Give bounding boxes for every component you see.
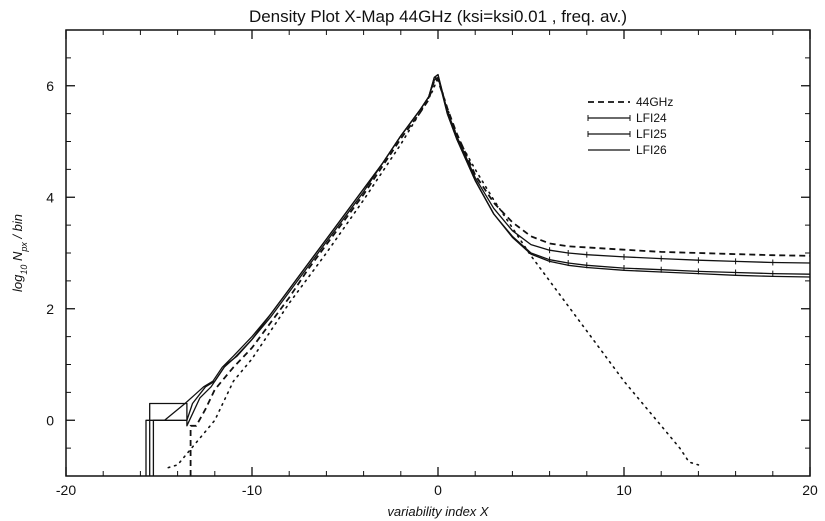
- y-label-bin: / bin: [10, 214, 25, 242]
- x-axis-label: variability index X: [387, 504, 489, 519]
- series-line-dotted: [167, 76, 700, 469]
- y-label-n: N: [10, 251, 25, 265]
- x-tick-label: -20: [56, 482, 76, 498]
- legend-label: LFI24: [636, 111, 667, 125]
- y-tick-label: 4: [46, 189, 54, 205]
- y-label-log: log: [10, 274, 25, 292]
- x-tick-label: 20: [802, 482, 818, 498]
- series-layer: [145, 73, 811, 476]
- chart-title: Density Plot X-Map 44GHz (ksi=ksi0.01 , …: [249, 7, 627, 26]
- legend-label: 44GHz: [636, 95, 673, 109]
- series-line-lfi24: [149, 73, 811, 476]
- y-label-px: px: [19, 242, 29, 253]
- series-line-lfi25: [152, 76, 811, 476]
- y-tick-label: 6: [46, 78, 54, 94]
- y-label-base: 10: [19, 265, 29, 275]
- x-tick-label: 0: [434, 482, 442, 498]
- legend: 44GHz LFI24 LFI25 LFI26: [587, 95, 673, 157]
- y-tick-label: 2: [46, 301, 54, 317]
- x-tick-label: 10: [616, 482, 632, 498]
- legend-label: LFI25: [636, 127, 667, 141]
- series-line-44ghz: [189, 76, 811, 476]
- legend-label: LFI26: [636, 143, 667, 157]
- x-tick-label: -10: [242, 482, 262, 498]
- y-axis-ticks: 0 2 4 6: [46, 29, 810, 477]
- x-axis-ticks: -20 -10 0 10 20: [56, 30, 818, 498]
- y-axis-label: log10 Npx / bin: [10, 214, 29, 292]
- series-line-lfi26: [145, 73, 811, 476]
- y-tick-label: 0: [46, 412, 54, 428]
- svg-text:log10 Npx / bin: log10 Npx / bin: [10, 214, 29, 292]
